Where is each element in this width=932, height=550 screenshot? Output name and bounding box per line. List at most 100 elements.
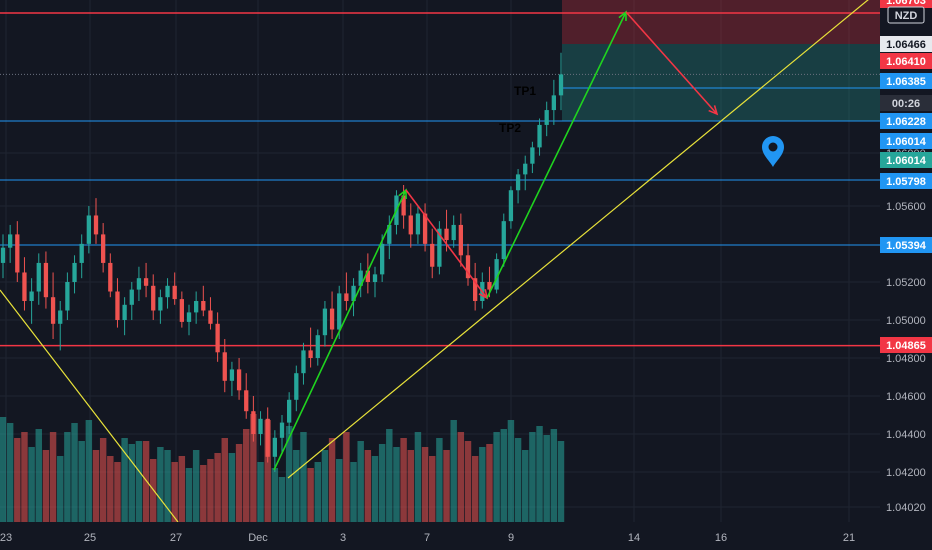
drawings[interactable] bbox=[0, 0, 880, 523]
volume-bar bbox=[71, 423, 78, 522]
descending-trendline[interactable] bbox=[0, 289, 179, 523]
price-badge-text: 1.06703 bbox=[886, 0, 926, 7]
price-badge-text: 1.06466 bbox=[886, 39, 926, 51]
price-tick-label: 1.04020 bbox=[886, 502, 926, 514]
volume-bar bbox=[522, 450, 529, 522]
candle-body bbox=[487, 282, 492, 290]
green-arrow-1[interactable] bbox=[273, 189, 407, 471]
price-badge bbox=[880, 0, 932, 8]
volume-bar bbox=[178, 456, 186, 522]
horizontal-levels[interactable] bbox=[0, 12, 880, 347]
candle-body bbox=[315, 335, 320, 358]
price-tick-label: 1.04800 bbox=[886, 353, 926, 365]
volume-bar bbox=[221, 438, 228, 522]
volume-bar bbox=[357, 441, 364, 522]
volume-bar bbox=[35, 429, 42, 522]
candle-body bbox=[151, 285, 156, 311]
candle-body bbox=[172, 285, 177, 300]
candle-body bbox=[358, 270, 363, 286]
volume-bar bbox=[343, 432, 350, 522]
price-badge bbox=[880, 133, 932, 149]
green-arrow-2[interactable] bbox=[486, 11, 627, 299]
countdown-text: 00:26 bbox=[892, 98, 920, 110]
candle-body bbox=[50, 297, 56, 324]
volume-bar bbox=[42, 450, 50, 522]
candle-body bbox=[444, 228, 449, 241]
volume-bar bbox=[49, 432, 57, 522]
volume-bar bbox=[142, 441, 150, 522]
volume-bar bbox=[493, 432, 500, 522]
volume-bar bbox=[393, 447, 400, 522]
candle-body bbox=[179, 299, 184, 322]
price-badge bbox=[880, 337, 932, 353]
candle-body bbox=[287, 399, 292, 423]
volume-bar bbox=[293, 450, 300, 522]
volume-bar bbox=[85, 420, 93, 522]
candle-body bbox=[165, 285, 170, 298]
volume-bar bbox=[371, 456, 379, 522]
time-tick-label: 14 bbox=[628, 532, 640, 544]
candle-body bbox=[551, 95, 556, 111]
volume-bar bbox=[28, 447, 35, 522]
volume-bar bbox=[450, 420, 457, 522]
candle-body bbox=[308, 350, 313, 358]
candle-body bbox=[408, 215, 413, 235]
time-tick-label: 16 bbox=[715, 532, 727, 544]
volume-bar bbox=[443, 450, 450, 522]
candle-body bbox=[201, 301, 206, 311]
red-arrow-2[interactable] bbox=[625, 11, 718, 115]
tp1-label: TP1 bbox=[514, 84, 536, 98]
volume-bar bbox=[514, 438, 522, 522]
candle-body bbox=[58, 310, 63, 324]
volume-bar bbox=[107, 456, 114, 522]
volume-bar bbox=[157, 447, 164, 522]
volume-bar bbox=[429, 456, 436, 522]
volume-bar bbox=[400, 438, 407, 522]
volume-bar bbox=[328, 438, 336, 522]
price-badge-text: 1.05798 bbox=[886, 176, 926, 188]
ascending-trendline[interactable] bbox=[287, 0, 880, 479]
volume-bar bbox=[21, 432, 28, 522]
volume-bar bbox=[207, 459, 214, 522]
target-zone bbox=[562, 44, 880, 121]
candle-body bbox=[215, 323, 220, 353]
time-tick-label: 25 bbox=[84, 532, 96, 544]
price-badge bbox=[880, 73, 932, 89]
candle-body bbox=[380, 243, 385, 275]
volume-bar bbox=[378, 444, 386, 522]
volume-bar bbox=[99, 438, 107, 522]
volume-bar bbox=[471, 456, 479, 522]
volume-bar bbox=[314, 462, 321, 522]
volume-bar bbox=[536, 426, 543, 522]
volume-bar bbox=[128, 444, 135, 522]
map-pin-icon[interactable] bbox=[762, 136, 784, 167]
price-badge-text: 1.05394 bbox=[886, 240, 927, 252]
candle-body bbox=[36, 262, 41, 292]
symbol-badge[interactable]: NZD bbox=[887, 6, 925, 24]
countdown-badge: 00:26 bbox=[880, 95, 932, 111]
candle-body bbox=[136, 278, 142, 290]
price-badges: 1.06703 1.06466 1.06410 1.06385 1.06228 1.060… bbox=[880, 0, 932, 353]
price-badge bbox=[880, 173, 932, 189]
candle-body bbox=[194, 301, 199, 313]
candle-body bbox=[93, 215, 99, 235]
target-zones bbox=[0, 0, 880, 121]
candle-body bbox=[186, 312, 192, 322]
candle-body bbox=[301, 350, 306, 374]
volume-bar bbox=[214, 453, 221, 522]
volume-bar bbox=[135, 441, 143, 522]
candle-body bbox=[422, 213, 428, 244]
volume-bar bbox=[507, 420, 515, 522]
candle-body bbox=[372, 274, 378, 282]
red-arrow-1[interactable] bbox=[405, 189, 488, 299]
red-arrow-2-head bbox=[708, 105, 719, 116]
price-badge-text: 1.06385 bbox=[886, 76, 926, 88]
volume-bar bbox=[57, 456, 64, 522]
time-axis[interactable]: 23 25 27 Dec 3 7 9 14 16 21 bbox=[0, 522, 932, 550]
volume-bar bbox=[171, 462, 178, 522]
candle-body bbox=[8, 234, 13, 248]
volume-bar bbox=[543, 435, 550, 522]
candle-body bbox=[523, 163, 528, 175]
